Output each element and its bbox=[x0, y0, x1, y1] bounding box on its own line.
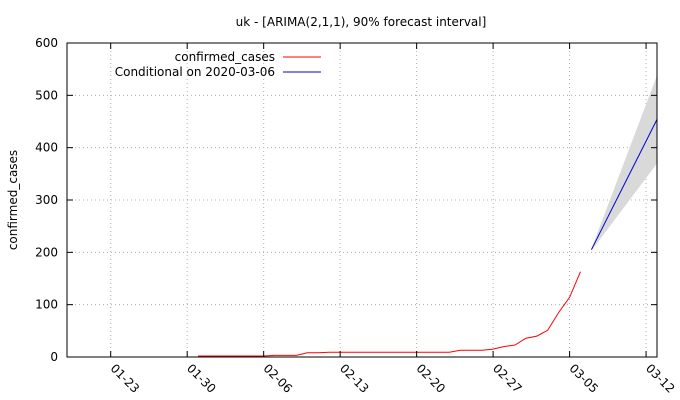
y-tick-label: 300 bbox=[35, 193, 58, 207]
forecast-interval-band bbox=[591, 75, 657, 251]
x-tick-label: 02-27 bbox=[490, 361, 525, 396]
x-tick-label: 02-20 bbox=[414, 361, 449, 396]
y-tick-label: 100 bbox=[35, 298, 58, 312]
x-tick-label: 01-23 bbox=[108, 361, 143, 396]
chart-title: uk - [ARIMA(2,1,1), 90% forecast interva… bbox=[236, 15, 487, 29]
x-tick-label: 03-05 bbox=[566, 361, 601, 396]
legend-label: confirmed_cases bbox=[175, 50, 275, 64]
grid-lines bbox=[67, 43, 657, 357]
x-tick-label: 01-30 bbox=[184, 361, 219, 396]
forecast-line bbox=[590, 119, 658, 250]
y-tick-label: 600 bbox=[35, 36, 58, 50]
forecast-interval bbox=[591, 75, 657, 251]
x-tick-label: 02-06 bbox=[261, 361, 296, 396]
legend-label: Conditional on 2020-03-06 bbox=[115, 65, 275, 79]
y-tick-label: 0 bbox=[50, 350, 58, 364]
x-tick-label: 03-12 bbox=[643, 361, 678, 396]
data-series bbox=[198, 119, 658, 357]
confirmed-cases-line bbox=[198, 271, 581, 357]
y-tick-label: 200 bbox=[35, 245, 58, 259]
y-tick-label: 500 bbox=[35, 88, 58, 102]
axis-ticks: 0 100 200 300 400 500 600 01-23 01-30 02-06 02-13 0… bbox=[35, 36, 677, 396]
y-axis-label: confirmed_cases bbox=[6, 150, 20, 250]
y-tick-label: 400 bbox=[35, 141, 58, 155]
x-tick-label: 02-13 bbox=[337, 361, 372, 396]
